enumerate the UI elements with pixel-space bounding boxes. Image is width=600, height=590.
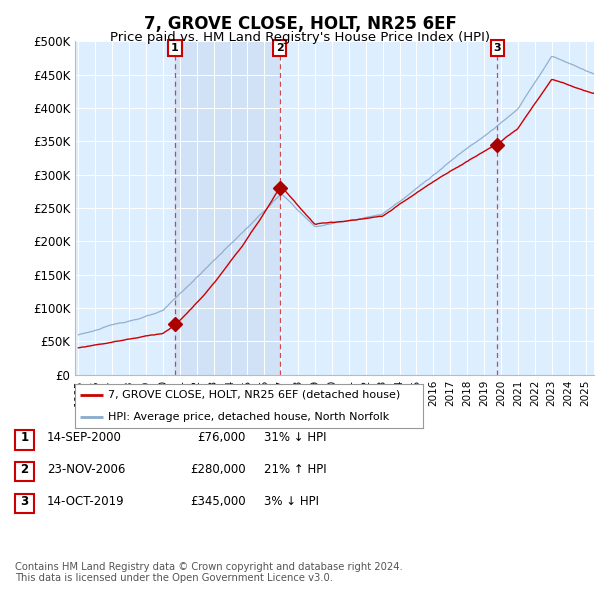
Text: Contains HM Land Registry data © Crown copyright and database right 2024.
This d: Contains HM Land Registry data © Crown c…: [15, 562, 403, 584]
Bar: [175, 41, 280, 375]
Text: 21% ↑ HPI: 21% ↑ HPI: [264, 463, 326, 476]
Text: £345,000: £345,000: [190, 495, 246, 508]
Text: £76,000: £76,000: [197, 431, 246, 444]
Text: 23-NOV-2006: 23-NOV-2006: [47, 463, 125, 476]
Text: 14-OCT-2019: 14-OCT-2019: [47, 495, 124, 508]
Text: 3% ↓ HPI: 3% ↓ HPI: [264, 495, 319, 508]
Text: HPI: Average price, detached house, North Norfolk: HPI: Average price, detached house, Nort…: [108, 412, 389, 422]
Text: 3: 3: [494, 43, 501, 53]
Text: £280,000: £280,000: [190, 463, 246, 476]
Text: 2: 2: [20, 463, 29, 476]
Text: 2: 2: [275, 43, 283, 53]
Text: 7, GROVE CLOSE, HOLT, NR25 6EF (detached house): 7, GROVE CLOSE, HOLT, NR25 6EF (detached…: [108, 389, 400, 399]
Text: Price paid vs. HM Land Registry's House Price Index (HPI): Price paid vs. HM Land Registry's House …: [110, 31, 490, 44]
Text: 7, GROVE CLOSE, HOLT, NR25 6EF: 7, GROVE CLOSE, HOLT, NR25 6EF: [143, 15, 457, 33]
Text: 1: 1: [20, 431, 29, 444]
Text: 3: 3: [20, 495, 29, 508]
Text: 1: 1: [171, 43, 179, 53]
Text: 31% ↓ HPI: 31% ↓ HPI: [264, 431, 326, 444]
Text: 14-SEP-2000: 14-SEP-2000: [47, 431, 122, 444]
